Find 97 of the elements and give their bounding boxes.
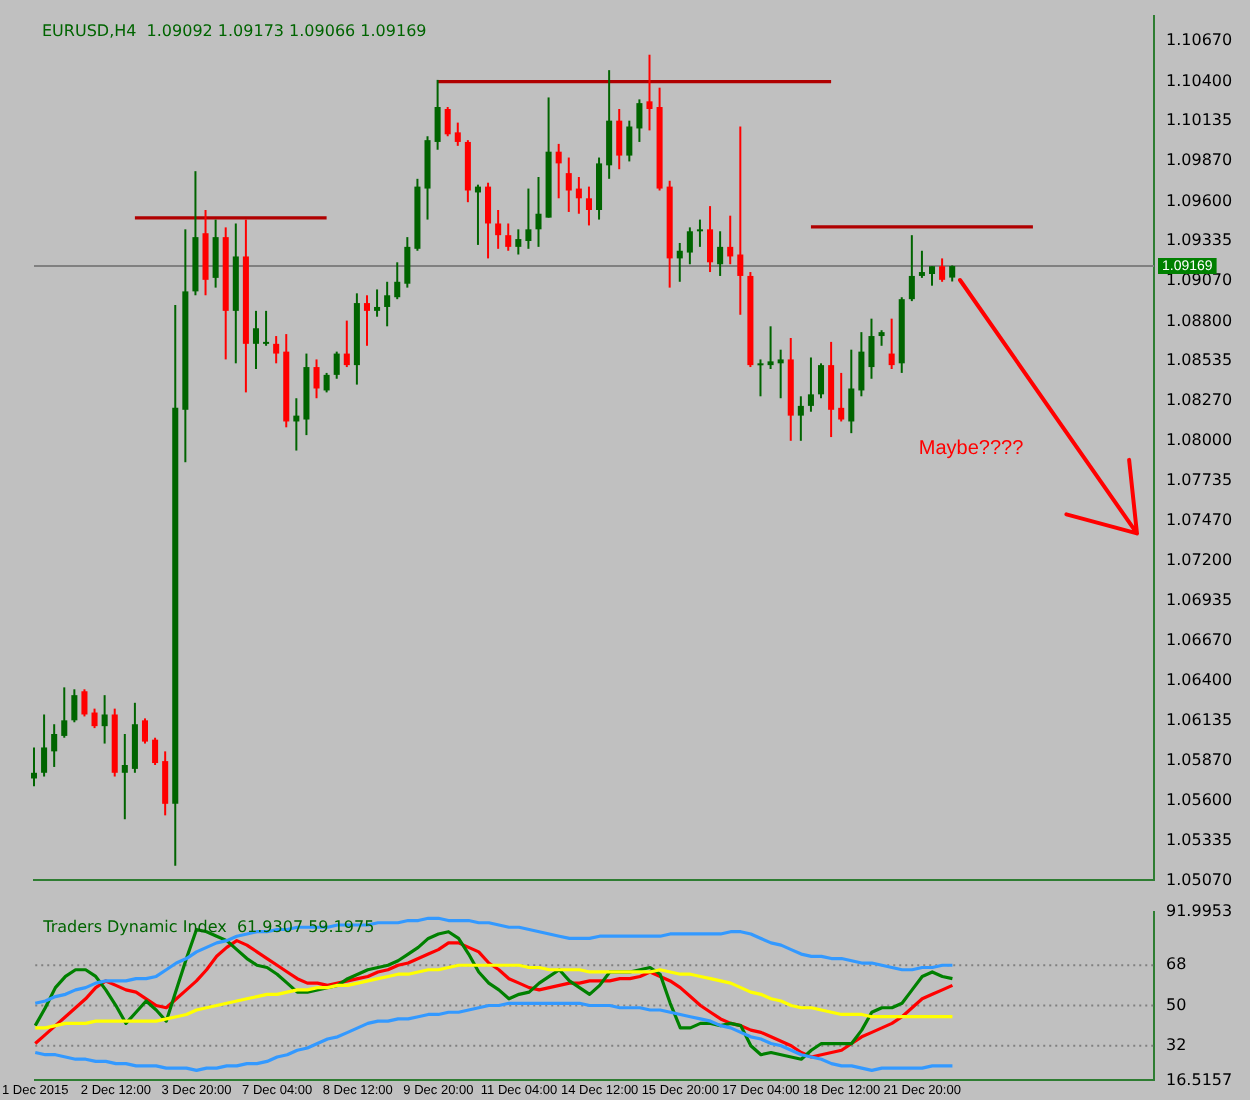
candlestick (252, 309, 260, 371)
candlestick (162, 750, 169, 817)
y-tick-label: 1.08535 (1166, 351, 1233, 370)
candlestick (404, 236, 411, 289)
y-tick-label: 1.05870 (1166, 750, 1233, 769)
y-tick-label: 91.9953 (1166, 901, 1233, 920)
y-tick-label: 1.08000 (1166, 431, 1233, 450)
y-tick-label: 1.06935 (1166, 591, 1233, 610)
candlestick (868, 317, 875, 380)
candlestick (908, 234, 915, 303)
candlestick (444, 106, 451, 138)
y-tick-label: 1.10670 (1166, 31, 1233, 50)
candlestick (374, 288, 381, 318)
y-tick-label: 1.05070 (1166, 870, 1233, 889)
candlestick (575, 176, 582, 215)
candlestick (454, 121, 461, 147)
candlestick (757, 358, 764, 398)
candlestick (273, 335, 280, 365)
candlestick (686, 226, 693, 266)
y-tick-label: 68 (1166, 955, 1187, 974)
y-tick-label: 1.09070 (1166, 271, 1233, 290)
candlestick (525, 187, 532, 250)
candlestick (313, 358, 320, 400)
candlestick (596, 156, 603, 221)
y-tick-label: 1.10135 (1166, 111, 1233, 130)
y-tick-label: 1.05600 (1166, 791, 1233, 810)
candlestick (828, 340, 835, 439)
candlestick (928, 265, 936, 287)
y-tick-label: 1.06670 (1166, 630, 1233, 649)
y-tick-label: 1.09870 (1166, 151, 1233, 170)
candlestick (636, 98, 643, 143)
candlestick (717, 230, 724, 277)
candlestick (727, 214, 734, 266)
annotation: Maybe???? (918, 437, 1025, 460)
candlestick (495, 208, 502, 250)
candlestick (696, 218, 703, 248)
y-tick-label: 1.07200 (1166, 551, 1233, 570)
candlestick (91, 707, 98, 730)
candlestick (767, 325, 774, 371)
candlestick (777, 348, 784, 400)
y-tick-label: 1.06400 (1166, 671, 1233, 690)
candlestick (807, 356, 814, 413)
candlestick (41, 713, 48, 778)
candlestick (485, 181, 492, 260)
candlestick (263, 309, 270, 347)
y-tick-label: 1.08270 (1166, 390, 1233, 409)
candlestick (121, 732, 128, 821)
candlestick (626, 119, 633, 163)
candlestick (333, 350, 340, 380)
y-tick-label: 50 (1166, 995, 1187, 1014)
y-tick-label: 1.09335 (1166, 231, 1233, 250)
candlestick (394, 261, 401, 301)
candlestick (212, 218, 219, 289)
chart-title: EURUSD,H4 1.09092 1.09173 1.09066 1.09169 (42, 21, 427, 40)
candlestick (918, 249, 925, 279)
candlestick (818, 362, 825, 400)
candlestick (81, 688, 88, 718)
candlestick (363, 294, 370, 347)
candlestick (707, 205, 714, 274)
candlestick (152, 736, 159, 766)
candlestick (131, 701, 138, 774)
candlestick (646, 53, 653, 132)
candlestick (838, 371, 845, 423)
candlestick (71, 688, 78, 724)
candlestick (323, 371, 330, 394)
candlestick (101, 694, 108, 745)
y-tick-label: 1.06135 (1166, 710, 1233, 729)
candlestick (616, 107, 623, 171)
y-tick-label: 1.05335 (1166, 830, 1233, 849)
candlestick (505, 222, 512, 252)
candlestick (585, 185, 592, 227)
candlestick (565, 156, 572, 213)
candlestick (202, 208, 209, 297)
candlestick (939, 257, 946, 283)
candlestick (343, 319, 350, 369)
y-tick-label: 32 (1166, 1035, 1187, 1054)
candlestick (555, 142, 562, 200)
y-tick-label: 1.07470 (1166, 510, 1233, 529)
candlestick (858, 331, 865, 398)
candlestick (515, 228, 522, 256)
candlestick (797, 395, 804, 442)
candlestick (737, 125, 744, 316)
candlestick (535, 176, 542, 248)
candlestick (61, 686, 68, 739)
y-tick-label: 1.09600 (1166, 191, 1233, 210)
candlestick (848, 348, 855, 435)
candlestick (141, 717, 149, 745)
candlestick (676, 241, 683, 283)
y-tick-label: 1.08800 (1166, 311, 1233, 330)
y-tick-label: 1.10400 (1166, 71, 1233, 90)
candlestick (606, 69, 613, 180)
y-tick-label: 1.07735 (1166, 471, 1233, 490)
candlestick (434, 78, 441, 151)
y-tick-label: 16.5157 (1166, 1070, 1233, 1089)
candlestick (51, 723, 58, 768)
candlestick (888, 317, 895, 371)
candlestick (384, 280, 391, 328)
